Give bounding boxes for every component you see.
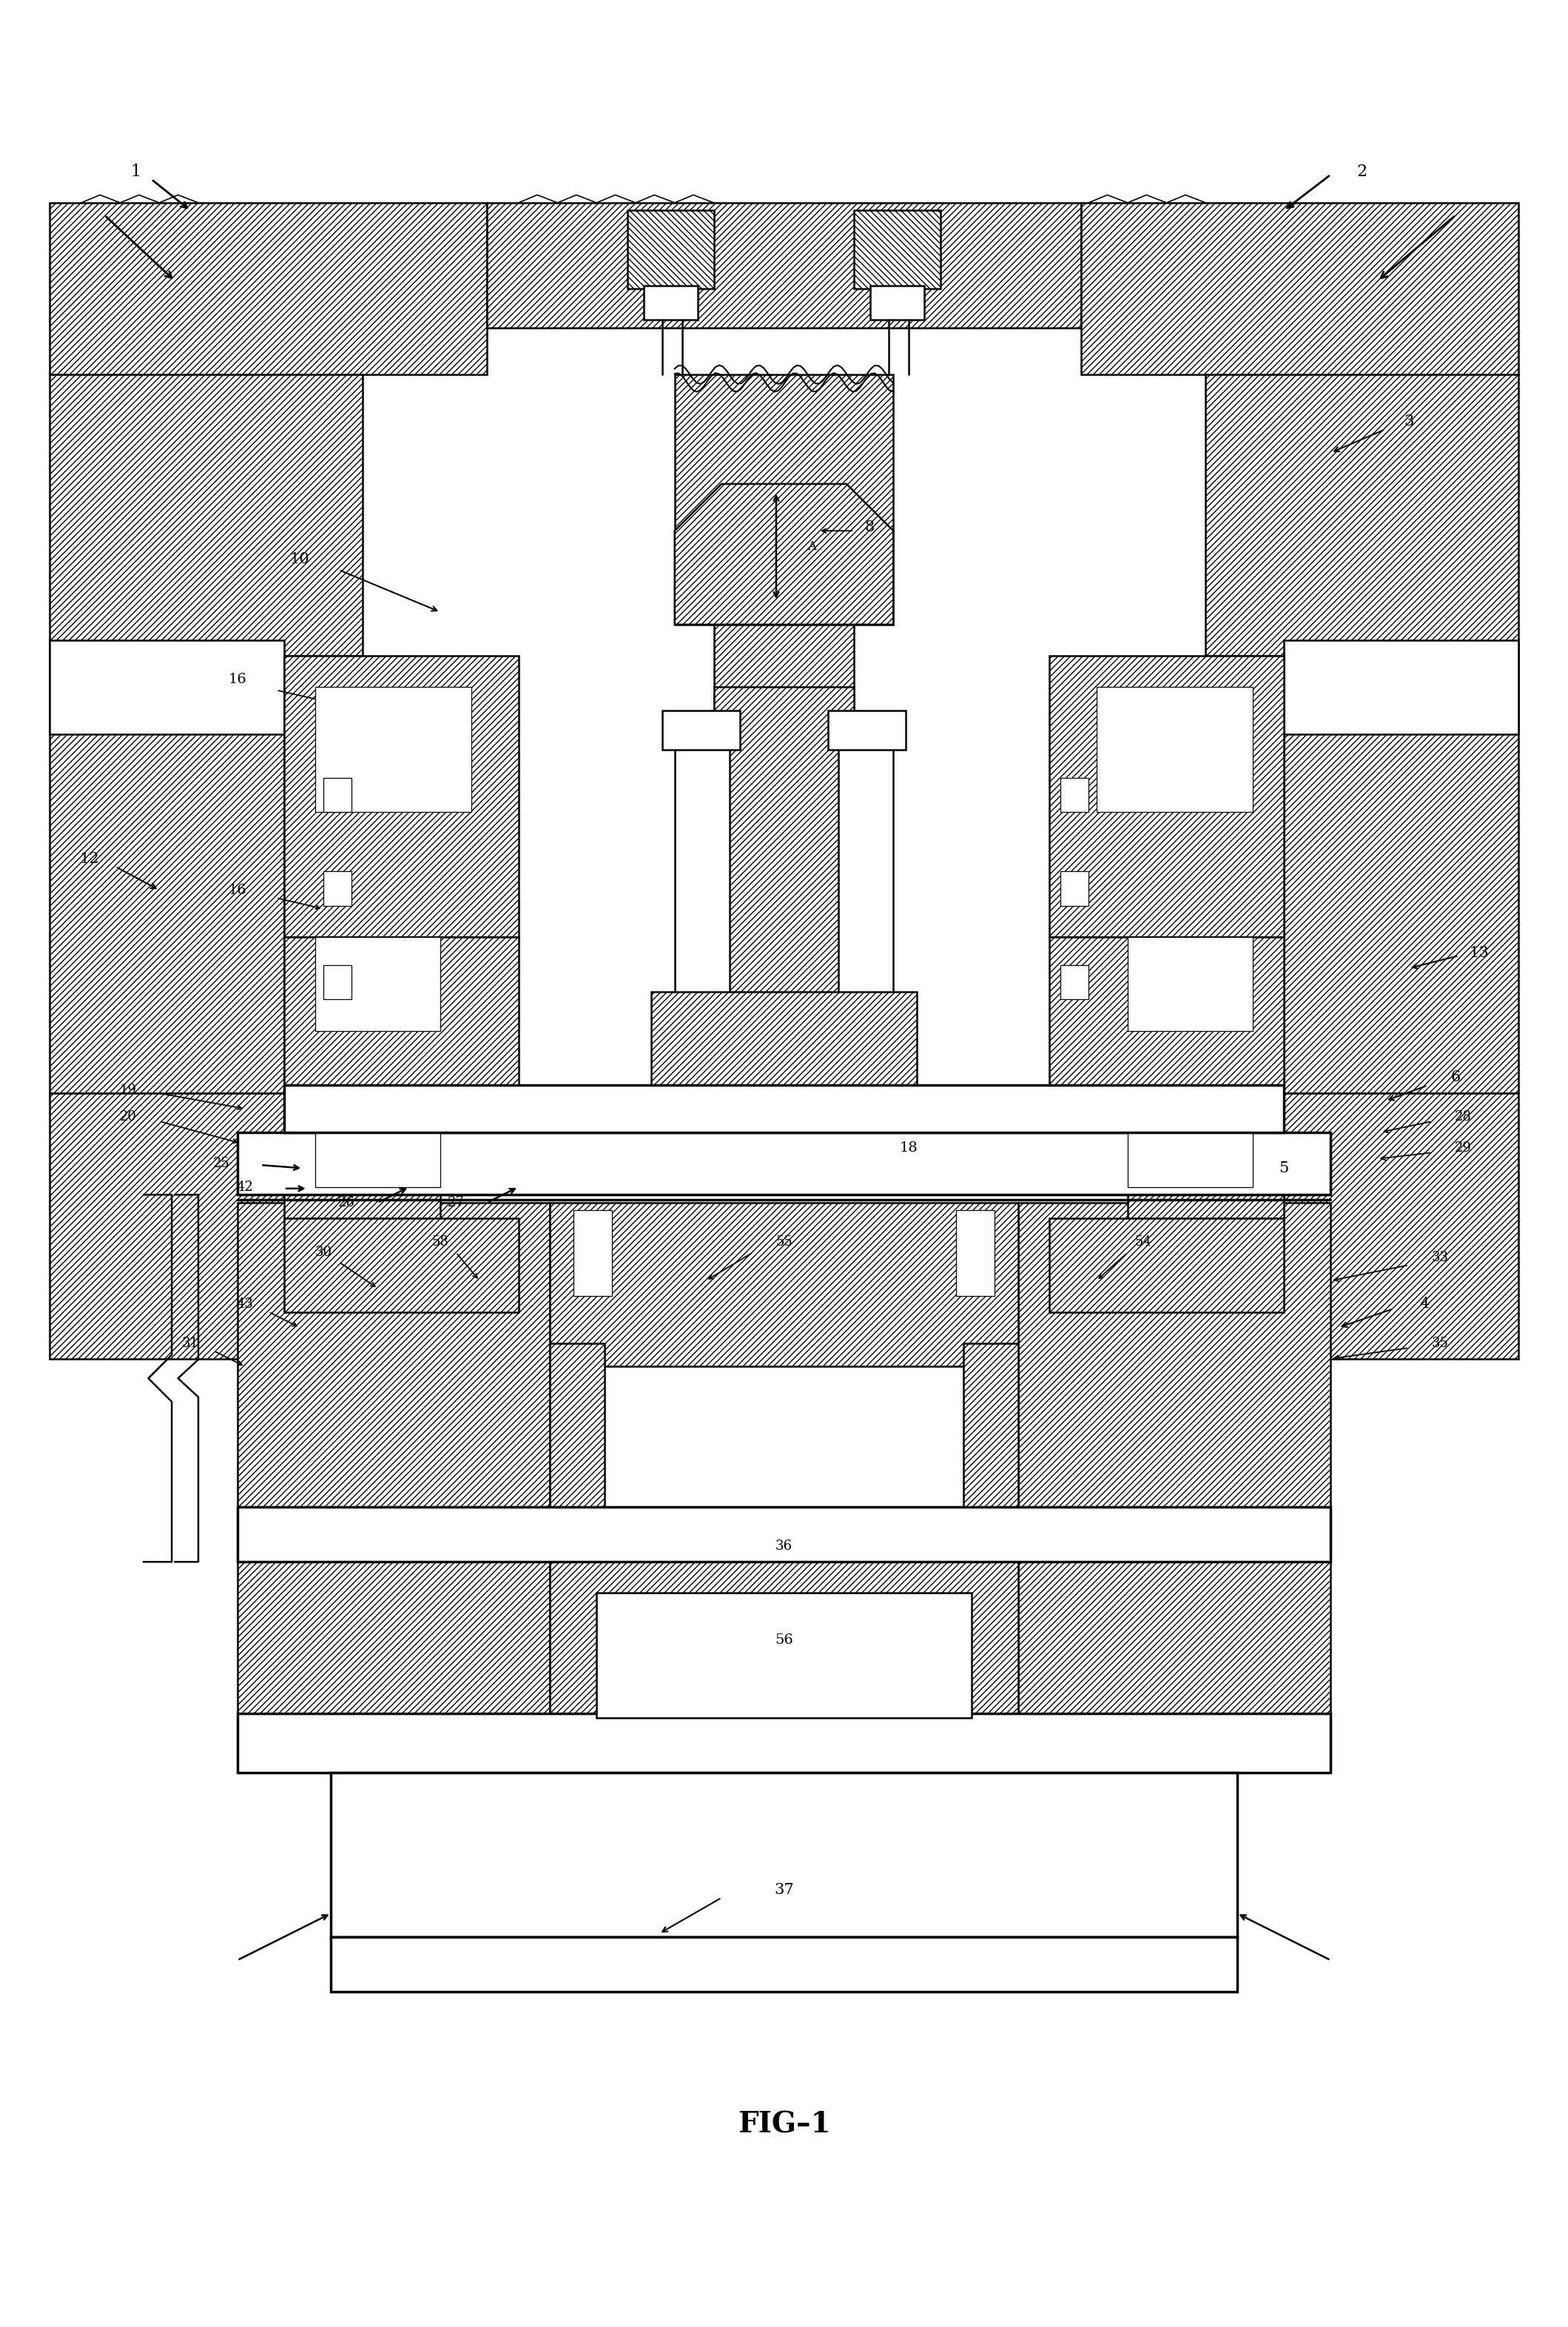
- Bar: [1206, 375, 1518, 656]
- Text: 55: 55: [776, 1236, 792, 1247]
- Bar: [315, 938, 441, 1031]
- Text: 43: 43: [237, 1298, 254, 1310]
- Text: 3: 3: [1403, 414, 1414, 428]
- Bar: [870, 286, 925, 319]
- Bar: [50, 202, 488, 375]
- Bar: [964, 1343, 1018, 1515]
- Text: 16: 16: [229, 884, 246, 896]
- Bar: [574, 1210, 612, 1296]
- Bar: [284, 1217, 519, 1312]
- Text: 2: 2: [1356, 163, 1367, 179]
- Bar: [237, 1203, 550, 1515]
- Bar: [1284, 640, 1518, 733]
- Bar: [331, 1773, 1237, 1936]
- Bar: [1127, 1110, 1253, 1187]
- Text: 56: 56: [775, 1634, 793, 1648]
- Bar: [323, 777, 351, 812]
- Text: 27: 27: [447, 1196, 464, 1210]
- Bar: [674, 719, 729, 1001]
- Bar: [1060, 777, 1088, 812]
- Bar: [237, 1508, 1331, 1561]
- Bar: [550, 1203, 1018, 1375]
- Bar: [828, 710, 906, 749]
- Bar: [1060, 870, 1088, 905]
- Bar: [674, 375, 894, 624]
- Text: 54: 54: [1135, 1236, 1151, 1247]
- Text: 4: 4: [1419, 1296, 1430, 1310]
- Bar: [315, 686, 472, 812]
- Text: 5: 5: [1279, 1161, 1289, 1175]
- Bar: [284, 1084, 1284, 1133]
- Bar: [50, 656, 284, 1094]
- Text: 1: 1: [130, 163, 141, 179]
- Bar: [1018, 1561, 1331, 1717]
- Text: 26: 26: [339, 1196, 354, 1210]
- Text: 16: 16: [229, 673, 246, 686]
- Bar: [1127, 938, 1253, 1031]
- Bar: [50, 640, 284, 733]
- Text: 33: 33: [1432, 1250, 1449, 1264]
- Text: 37: 37: [775, 1883, 793, 1897]
- Bar: [1018, 1203, 1331, 1515]
- Bar: [839, 719, 894, 1001]
- Bar: [284, 938, 519, 1094]
- Polygon shape: [674, 484, 894, 624]
- Bar: [237, 1561, 550, 1717]
- Text: 35: 35: [1432, 1336, 1449, 1350]
- Bar: [1127, 1094, 1284, 1217]
- Bar: [50, 1094, 284, 1359]
- Bar: [488, 202, 1080, 328]
- Text: 19: 19: [119, 1084, 136, 1096]
- Bar: [1080, 202, 1518, 375]
- Text: 29: 29: [1455, 1140, 1472, 1154]
- Text: 8: 8: [866, 521, 875, 535]
- Bar: [1284, 656, 1518, 1094]
- Bar: [713, 686, 855, 1124]
- Bar: [651, 991, 917, 1094]
- Bar: [627, 209, 713, 289]
- Text: FIG–1: FIG–1: [737, 2111, 831, 2139]
- Text: 6: 6: [1450, 1070, 1460, 1084]
- Bar: [50, 375, 362, 656]
- Bar: [596, 1594, 972, 1717]
- Bar: [315, 1110, 441, 1187]
- Bar: [550, 1561, 1018, 1717]
- Text: 18: 18: [900, 1140, 919, 1154]
- Bar: [284, 656, 519, 938]
- Bar: [284, 1094, 441, 1217]
- Bar: [550, 1343, 604, 1515]
- Bar: [1060, 966, 1088, 1001]
- Bar: [1049, 656, 1284, 938]
- Bar: [1284, 1094, 1518, 1359]
- Text: 58: 58: [431, 1236, 448, 1247]
- Bar: [635, 1084, 933, 1124]
- Text: 13: 13: [1469, 945, 1490, 959]
- Text: A: A: [808, 540, 817, 554]
- Bar: [1049, 938, 1284, 1094]
- Text: 12: 12: [78, 852, 99, 866]
- Text: 20: 20: [119, 1110, 136, 1124]
- Bar: [713, 624, 855, 782]
- Bar: [237, 1713, 1331, 1773]
- Text: 30: 30: [315, 1245, 332, 1259]
- Bar: [1096, 686, 1253, 812]
- Bar: [956, 1210, 994, 1296]
- Bar: [855, 209, 941, 289]
- Text: 25: 25: [213, 1157, 230, 1170]
- Text: 28: 28: [1455, 1110, 1472, 1124]
- Bar: [596, 1366, 972, 1515]
- Text: 42: 42: [237, 1180, 254, 1194]
- Bar: [643, 286, 698, 319]
- Bar: [662, 710, 740, 749]
- Bar: [323, 966, 351, 1001]
- Bar: [237, 1133, 1331, 1194]
- Text: 10: 10: [290, 551, 310, 565]
- Text: 36: 36: [776, 1540, 792, 1552]
- Bar: [323, 870, 351, 905]
- Bar: [331, 1936, 1237, 1992]
- Text: 31: 31: [182, 1336, 199, 1350]
- Bar: [1049, 1217, 1284, 1312]
